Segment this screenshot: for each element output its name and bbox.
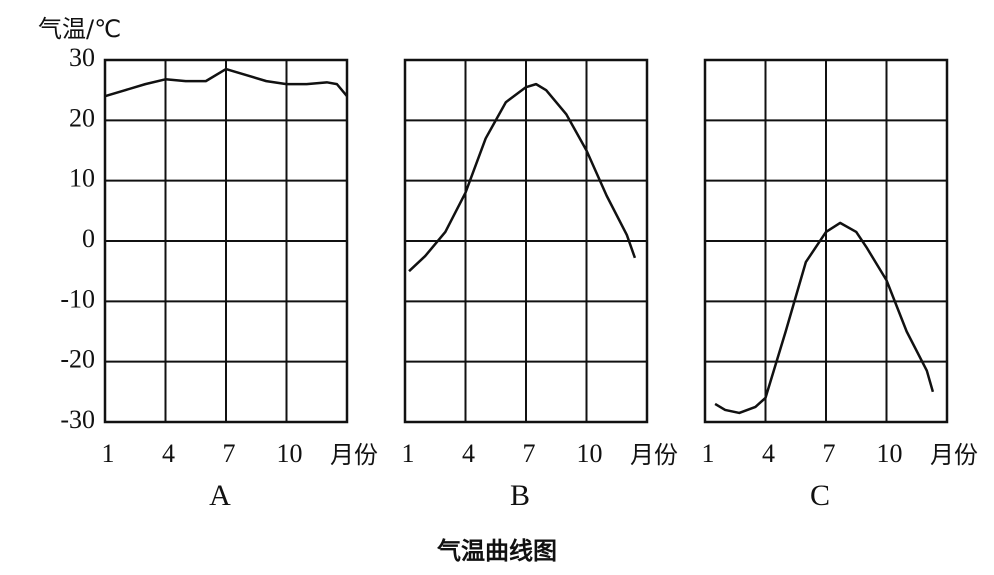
x-axis-label: 月份	[630, 441, 678, 469]
caption: 气温曲线图	[436, 537, 557, 565]
x-tick-label: 10	[277, 439, 303, 468]
panel-title: C	[810, 479, 830, 512]
panel-title: A	[209, 479, 231, 512]
x-tick-label: 7	[523, 439, 536, 468]
x-tick-label: 4	[762, 439, 775, 468]
y-tick-label: -30	[60, 405, 95, 434]
x-tick-label: 4	[162, 439, 175, 468]
y-tick-label: 30	[69, 43, 95, 72]
x-tick-label: 7	[823, 439, 836, 468]
y-tick-label: 20	[69, 103, 95, 132]
x-tick-label: 1	[102, 439, 115, 468]
x-tick-label: 1	[402, 439, 415, 468]
y-tick-label: -10	[60, 284, 95, 313]
data-line	[104, 67, 348, 98]
x-axis-label: 月份	[330, 441, 378, 469]
x-tick-label: 4	[462, 439, 475, 468]
y-axis-label: 气温/℃	[38, 15, 121, 43]
data-line	[714, 221, 935, 415]
data-line	[408, 82, 637, 273]
x-tick-label: 10	[577, 439, 603, 468]
x-axis-label: 月份	[930, 441, 978, 469]
panel-title: B	[510, 479, 530, 512]
y-tick-label: 10	[69, 164, 95, 193]
x-tick-label: 7	[223, 439, 236, 468]
y-tick-label: 0	[82, 224, 95, 253]
y-tick-label: -20	[60, 345, 95, 374]
x-tick-label: 10	[877, 439, 903, 468]
x-tick-label: 1	[702, 439, 715, 468]
